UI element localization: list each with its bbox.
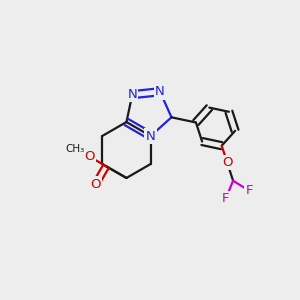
Text: N: N: [146, 130, 155, 142]
Text: CH₃: CH₃: [66, 143, 85, 154]
Text: N: N: [128, 88, 137, 101]
Text: N: N: [155, 85, 165, 98]
Text: O: O: [91, 178, 101, 190]
Text: F: F: [246, 184, 253, 197]
Text: O: O: [84, 150, 95, 163]
Text: O: O: [222, 156, 232, 169]
Text: F: F: [222, 192, 230, 205]
